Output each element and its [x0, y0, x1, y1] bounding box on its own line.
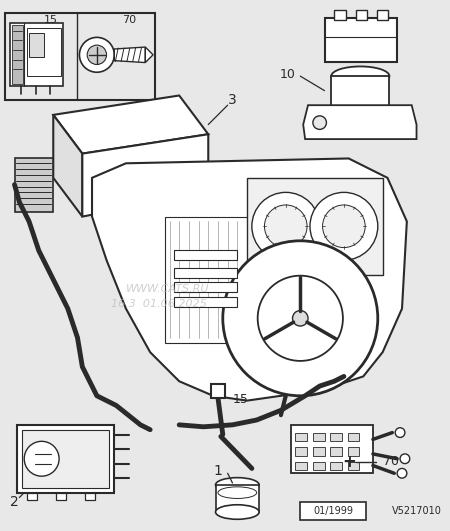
Bar	[330, 433, 342, 441]
Text: 16.3  01.06.2025: 16.3 01.06.2025	[112, 299, 207, 309]
Polygon shape	[189, 187, 223, 212]
Bar	[331, 76, 389, 119]
Bar	[356, 10, 367, 20]
Bar	[29, 32, 44, 57]
Circle shape	[395, 428, 405, 438]
Bar	[313, 433, 324, 441]
Circle shape	[24, 441, 59, 476]
Circle shape	[80, 37, 114, 72]
Circle shape	[313, 116, 326, 130]
Bar	[296, 447, 307, 456]
Ellipse shape	[331, 110, 389, 130]
Polygon shape	[53, 96, 208, 153]
Polygon shape	[92, 158, 407, 400]
Circle shape	[397, 468, 407, 478]
Bar	[291, 425, 373, 473]
Ellipse shape	[216, 505, 259, 519]
Bar	[174, 251, 237, 260]
Bar	[296, 433, 307, 441]
Text: 70: 70	[382, 455, 399, 468]
Text: 01/1999: 01/1999	[313, 506, 353, 516]
Bar	[348, 433, 360, 441]
Bar	[56, 493, 66, 500]
Bar	[5, 13, 155, 100]
Circle shape	[202, 194, 214, 206]
Polygon shape	[145, 47, 153, 63]
Text: V5217010: V5217010	[392, 506, 442, 516]
Bar	[348, 447, 360, 456]
Circle shape	[400, 454, 410, 464]
Bar	[22, 430, 109, 488]
Text: 70: 70	[122, 15, 136, 25]
Bar	[174, 268, 237, 278]
Bar	[18, 425, 114, 493]
Polygon shape	[14, 158, 53, 212]
Circle shape	[265, 205, 307, 247]
Bar	[27, 493, 37, 500]
Circle shape	[258, 276, 343, 361]
Bar	[324, 18, 397, 62]
Circle shape	[252, 192, 320, 260]
Bar	[174, 297, 237, 307]
Text: 15: 15	[43, 15, 57, 25]
Bar	[300, 502, 366, 520]
Bar	[313, 447, 324, 456]
Ellipse shape	[331, 66, 389, 86]
Bar	[85, 493, 95, 500]
Circle shape	[323, 205, 365, 247]
Circle shape	[223, 241, 378, 396]
Bar	[330, 447, 342, 456]
Text: 1: 1	[214, 464, 223, 478]
Polygon shape	[53, 115, 82, 217]
Bar	[211, 384, 225, 398]
Polygon shape	[82, 134, 208, 217]
Text: 2: 2	[10, 495, 18, 509]
Bar	[174, 282, 237, 292]
Bar	[296, 461, 307, 470]
Text: +: +	[342, 452, 356, 470]
Text: 15: 15	[233, 393, 248, 406]
Polygon shape	[303, 105, 417, 139]
Bar	[27, 28, 61, 76]
Bar	[10, 23, 63, 86]
Bar	[330, 461, 342, 470]
Circle shape	[310, 192, 378, 260]
Polygon shape	[114, 47, 145, 63]
Bar	[165, 217, 256, 342]
Bar	[377, 10, 388, 20]
Text: 3: 3	[228, 93, 237, 107]
Ellipse shape	[216, 478, 259, 492]
Circle shape	[87, 45, 107, 64]
Bar	[348, 461, 360, 470]
Circle shape	[292, 311, 308, 326]
Bar	[313, 461, 324, 470]
Bar	[216, 485, 259, 512]
Bar	[12, 25, 23, 84]
Bar	[334, 10, 346, 20]
Bar	[247, 178, 382, 275]
Text: 10: 10	[279, 67, 296, 81]
Text: WWW.CATS.RU: WWW.CATS.RU	[126, 284, 209, 294]
